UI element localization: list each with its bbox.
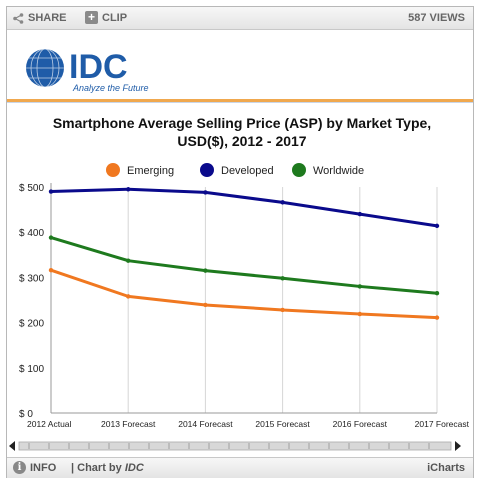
data-point-worldwide (280, 276, 285, 281)
legend-marker-developed (200, 163, 214, 177)
logo-area: IDC Analyze the Future (7, 30, 473, 100)
legend: Emerging Developed Worldwide (106, 163, 364, 177)
top-toolbar: SHARE + CLIP 587 VIEWS (7, 7, 473, 30)
legend-marker-worldwide (292, 163, 306, 177)
views-count: 587 VIEWS (408, 12, 465, 24)
x-axis: 2012 Actual 2013 Forecast 2014 Forecast 201… (27, 412, 470, 429)
legend-label-worldwide: Worldwide (313, 165, 364, 177)
series-line-emerging (50, 268, 438, 320)
x-tick-label: 2016 Forecast (333, 419, 388, 429)
idc-logo: IDC Analyze the Future (26, 48, 149, 93)
chart-by-credit: | Chart by IDC (71, 462, 144, 474)
chart-title-line-2: USD($), 2012 - 2017 (177, 133, 307, 149)
chart-by-prefix: | Chart by (71, 462, 125, 474)
data-point-worldwide (357, 284, 362, 289)
grid (50, 187, 438, 413)
y-axis: $ 0 $ 100 $ 200 $ 300 $ 400 $ 500 (19, 183, 52, 420)
data-point-developed (126, 187, 131, 192)
data-point-worldwide (48, 235, 54, 240)
x-tick-label: 2012 Actual (27, 419, 72, 429)
logo-text: IDC (69, 48, 128, 86)
share-button[interactable]: SHARE (13, 12, 67, 24)
data-point-worldwide (434, 291, 440, 296)
data-point-emerging (203, 302, 208, 308)
data-point-emerging (434, 315, 440, 320)
data-point-emerging (48, 267, 54, 273)
y-tick-label: $ 300 (19, 273, 44, 284)
line-chart: Emerging Developed Worldwide $ 0 $ 100 $ 200… (19, 163, 470, 429)
series-lines (48, 187, 440, 320)
data-point-emerging (126, 294, 131, 299)
x-tick-label: 2017 Forecast (415, 419, 470, 429)
info-icon: i (13, 461, 26, 474)
y-tick-label: $ 0 (19, 409, 33, 420)
chart-by-brand: IDC (124, 462, 144, 474)
accent-divider (7, 99, 473, 102)
y-tick-label: $ 100 (19, 364, 44, 375)
data-point-developed (280, 200, 285, 205)
share-icon (13, 12, 24, 24)
horizontal-scrollbar[interactable] (9, 441, 461, 451)
legend-marker-emerging (106, 163, 120, 177)
scroll-right-icon[interactable] (455, 441, 461, 451)
x-tick-label: 2014 Forecast (178, 419, 233, 429)
legend-label-emerging: Emerging (127, 165, 174, 177)
data-point-developed (203, 190, 208, 195)
scroll-left-icon[interactable] (9, 441, 15, 451)
series-line-worldwide (50, 236, 438, 295)
scroll-thumb[interactable] (18, 441, 452, 451)
y-tick-label: $ 400 (19, 228, 44, 239)
chart-title: Smartphone Average Selling Price (ASP) b… (27, 114, 457, 150)
y-tick-label: $ 500 (19, 183, 44, 194)
info-button[interactable]: i INFO (13, 461, 56, 474)
clip-label: CLIP (102, 11, 128, 24)
logo-tagline: Analyze the Future (72, 83, 149, 93)
data-point-developed (357, 211, 362, 217)
share-label: SHARE (28, 12, 67, 24)
y-tick-label: $ 200 (19, 319, 44, 330)
chart-title-line-1: Smartphone Average Selling Price (ASP) b… (52, 115, 432, 131)
series-line-developed (50, 187, 438, 228)
footer-bar: i INFO | Chart by IDC iCharts (7, 457, 473, 478)
data-point-emerging (357, 311, 362, 317)
plus-icon: + (85, 11, 98, 24)
data-point-developed (48, 189, 54, 194)
x-tick-label: 2013 Forecast (101, 419, 156, 429)
data-point-emerging (280, 307, 285, 313)
data-point-worldwide (126, 258, 131, 263)
info-label: INFO (30, 461, 57, 474)
divider (7, 102, 473, 103)
data-point-developed (434, 223, 440, 229)
x-tick-label: 2015 Forecast (255, 419, 310, 429)
legend-label-developed: Developed (221, 165, 274, 177)
data-point-worldwide (203, 268, 208, 273)
icharts-link[interactable]: iCharts (427, 462, 465, 474)
chart-widget: SHARE + CLIP 587 VIEWS IDC Analyze the F… (6, 6, 474, 478)
clip-button[interactable]: + CLIP (85, 11, 127, 24)
